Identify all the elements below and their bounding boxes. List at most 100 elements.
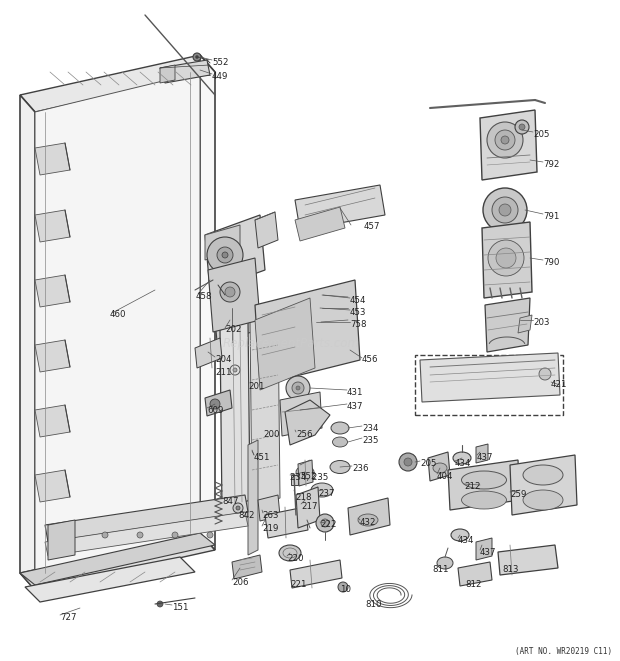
Ellipse shape	[451, 529, 469, 541]
Ellipse shape	[461, 471, 507, 489]
Polygon shape	[250, 310, 280, 508]
Text: 847: 847	[222, 497, 239, 506]
Ellipse shape	[453, 452, 471, 464]
Text: 460: 460	[110, 310, 126, 319]
Polygon shape	[458, 562, 492, 586]
Polygon shape	[215, 308, 252, 342]
Polygon shape	[35, 72, 200, 573]
Polygon shape	[420, 353, 560, 402]
Circle shape	[225, 287, 235, 297]
Circle shape	[102, 532, 108, 538]
Text: 727: 727	[60, 613, 76, 622]
Polygon shape	[248, 440, 258, 555]
Text: 552: 552	[300, 472, 316, 481]
Polygon shape	[48, 520, 75, 560]
Text: 813: 813	[502, 565, 518, 574]
Text: 449: 449	[212, 72, 228, 81]
Polygon shape	[255, 212, 278, 248]
Ellipse shape	[523, 465, 563, 485]
Text: 792: 792	[543, 160, 559, 169]
Circle shape	[229, 315, 235, 321]
Text: 434: 434	[458, 536, 474, 545]
Text: 205: 205	[533, 130, 549, 139]
Polygon shape	[45, 512, 248, 556]
Circle shape	[316, 514, 334, 532]
Circle shape	[233, 368, 237, 372]
Circle shape	[286, 376, 310, 400]
Polygon shape	[290, 560, 342, 588]
Circle shape	[217, 247, 233, 263]
Polygon shape	[295, 185, 385, 230]
Text: 203: 203	[533, 318, 549, 327]
Text: 237: 237	[318, 489, 335, 498]
Ellipse shape	[296, 466, 314, 478]
Text: 200: 200	[263, 430, 280, 439]
Text: 811: 811	[432, 565, 448, 574]
Text: 212: 212	[464, 482, 480, 491]
Text: 791: 791	[543, 212, 559, 221]
Polygon shape	[518, 315, 532, 333]
Polygon shape	[45, 495, 248, 542]
Text: 451: 451	[254, 453, 270, 462]
Polygon shape	[35, 470, 70, 502]
Polygon shape	[20, 533, 215, 590]
Text: 220: 220	[287, 554, 304, 563]
Text: 201: 201	[248, 382, 265, 391]
Circle shape	[207, 532, 213, 538]
Polygon shape	[476, 538, 492, 560]
Polygon shape	[428, 452, 450, 481]
Circle shape	[207, 237, 243, 273]
Text: 437: 437	[347, 402, 363, 411]
Polygon shape	[296, 487, 320, 528]
Circle shape	[399, 453, 417, 471]
Polygon shape	[298, 460, 313, 486]
Text: 256: 256	[296, 430, 312, 439]
Ellipse shape	[311, 483, 333, 497]
Text: 218: 218	[295, 493, 311, 502]
Circle shape	[220, 282, 240, 302]
Text: 758: 758	[350, 320, 366, 329]
Text: 151: 151	[172, 603, 188, 612]
Circle shape	[210, 399, 220, 409]
Circle shape	[296, 386, 300, 390]
Circle shape	[67, 532, 73, 538]
Circle shape	[488, 240, 524, 276]
Text: 206: 206	[232, 578, 249, 587]
Polygon shape	[255, 280, 360, 385]
Ellipse shape	[433, 463, 447, 473]
Polygon shape	[35, 143, 70, 175]
Text: 454: 454	[350, 296, 366, 305]
Text: 812: 812	[465, 580, 482, 589]
Circle shape	[515, 120, 529, 134]
Circle shape	[313, 290, 323, 300]
Circle shape	[309, 316, 321, 328]
Polygon shape	[258, 495, 280, 521]
Polygon shape	[280, 392, 322, 436]
Text: 552: 552	[212, 58, 229, 67]
Ellipse shape	[523, 490, 563, 510]
Text: 205: 205	[420, 459, 436, 468]
Polygon shape	[220, 320, 250, 510]
Polygon shape	[35, 405, 70, 437]
Ellipse shape	[437, 557, 453, 569]
Text: 457: 457	[364, 222, 381, 231]
Polygon shape	[20, 533, 215, 585]
Bar	[291, 475, 298, 485]
Polygon shape	[35, 275, 70, 307]
Text: 456: 456	[362, 355, 378, 364]
Polygon shape	[205, 225, 240, 260]
Circle shape	[292, 382, 304, 394]
Polygon shape	[35, 210, 70, 242]
Text: 234, 235: 234, 235	[290, 473, 329, 482]
Polygon shape	[482, 222, 532, 298]
Circle shape	[218, 290, 226, 298]
Circle shape	[501, 136, 509, 144]
Text: 222: 222	[320, 520, 337, 529]
Text: 609: 609	[207, 406, 223, 415]
Text: 202: 202	[225, 325, 242, 334]
Circle shape	[338, 582, 348, 592]
Circle shape	[539, 368, 551, 380]
Ellipse shape	[332, 437, 347, 447]
Circle shape	[314, 304, 322, 312]
Text: 432: 432	[360, 518, 376, 527]
